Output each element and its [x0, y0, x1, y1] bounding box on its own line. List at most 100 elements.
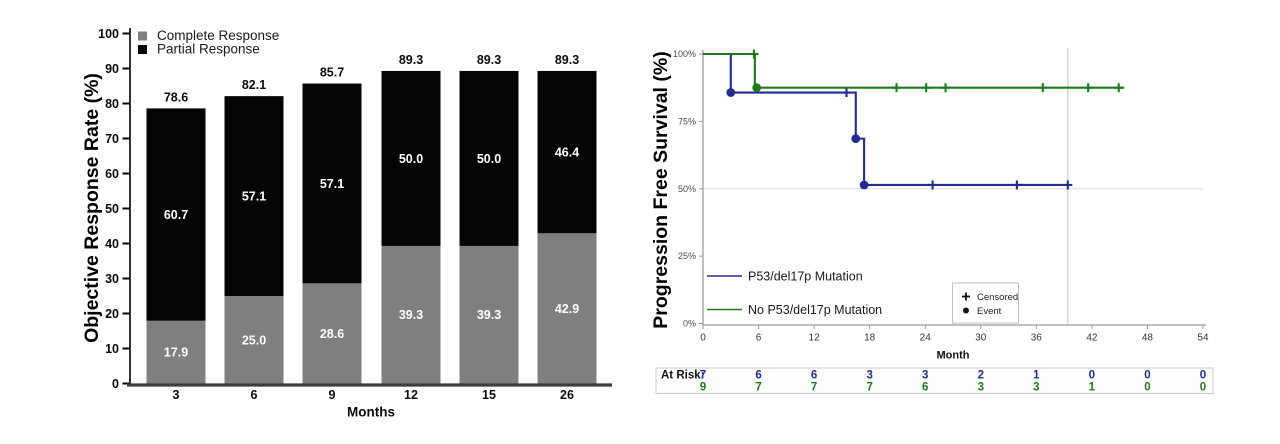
censored-legend-label: Censored	[977, 292, 1018, 303]
bar-y-tick-label: 80	[105, 97, 119, 111]
km-x-tick-label: 30	[975, 333, 987, 344]
bar-partial-value-label: 50.0	[477, 152, 501, 166]
bar-complete-value-label: 39.3	[399, 308, 423, 322]
bar-segment-partial	[302, 83, 362, 284]
km-y-tick-label: 0%	[683, 319, 696, 329]
km-y-tick-label: 25%	[678, 251, 696, 261]
bar-segment-partial	[381, 70, 441, 246]
km-x-tick-label: 18	[864, 333, 876, 344]
at-risk-count-mutation: 3	[866, 370, 872, 382]
bar-y-tick-label: 0	[112, 377, 119, 391]
km-x-axis-title: Month	[937, 350, 970, 362]
bar-complete-value-label: 39.3	[477, 308, 501, 322]
bar-y-tick-label: 90	[105, 62, 119, 76]
at-risk-count-mutation: 0	[1200, 370, 1206, 382]
km-x-tick-label: 12	[809, 333, 821, 344]
bar-partial-value-label: 50.0	[399, 152, 423, 166]
at-risk-count-no-mutation: 7	[811, 382, 817, 394]
bar-segment-partial	[224, 96, 284, 297]
marker-legend-box	[952, 282, 1019, 324]
bar-y-tick-label: 20	[105, 307, 119, 321]
at-risk-count-mutation: 7	[700, 370, 706, 382]
bar-partial-value-label: 46.4	[555, 146, 579, 160]
at-risk-count-mutation: 2	[978, 370, 984, 382]
km-x-tick-label: 24	[920, 333, 932, 344]
km-curve	[703, 52, 1125, 89]
legend-swatch-partial-response	[138, 45, 147, 54]
event-marker	[752, 83, 762, 93]
bar-total-label: 89.3	[399, 53, 423, 67]
bar-x-axis-title: Months	[347, 405, 395, 420]
at-risk-count-no-mutation: 1	[1089, 382, 1096, 394]
bar-partial-value-label: 57.1	[242, 190, 266, 204]
at-risk-count-mutation: 1	[1033, 370, 1040, 382]
at-risk-count-no-mutation: 7	[755, 382, 761, 394]
bar-total-label: 89.3	[477, 53, 501, 67]
bar-x-tick-label: 9	[329, 388, 336, 402]
at-risk-table-box	[655, 367, 1214, 394]
bar-y-axis-title: Objective Response Rate (%)	[81, 73, 103, 343]
bar-y-tick-label: 30	[105, 272, 119, 286]
bar-x-tick-label: 15	[482, 388, 496, 402]
bar-total-label: 78.6	[164, 90, 188, 104]
km-legend-label: No P53/del17p Mutation	[748, 303, 882, 317]
bar-x-tick-label: 3	[173, 388, 180, 402]
bar-y-tick-label: 60	[105, 167, 119, 181]
bar-segment-partial	[146, 108, 206, 321]
km-y-tick-label: 100%	[673, 49, 696, 59]
bar-y-tick-label: 70	[105, 132, 119, 146]
km-x-tick-label: 0	[700, 333, 706, 344]
at-risk-count-no-mutation: 7	[866, 382, 872, 394]
event-marker	[859, 180, 869, 190]
bar-partial-value-label: 57.1	[320, 177, 344, 191]
bar-segment-complete	[459, 245, 519, 384]
at-risk-count-mutation: 3	[922, 370, 928, 382]
bar-partial-value-label: 60.7	[164, 208, 188, 222]
bar-x-tick-label: 26	[560, 388, 574, 402]
km-y-axis-title: Progression Free Survival (%)	[650, 51, 672, 328]
bar-total-label: 82.1	[242, 78, 266, 92]
event-marker	[851, 134, 861, 144]
at-risk-count-mutation: 6	[811, 370, 817, 382]
bar-x-tick-label: 12	[404, 388, 418, 402]
bar-segment-complete	[146, 320, 206, 384]
at-risk-count-no-mutation: 0	[1144, 382, 1150, 394]
km-x-tick-label: 6	[756, 333, 762, 344]
at-risk-count-mutation: 6	[755, 370, 761, 382]
bar-y-tick-label: 50	[105, 202, 119, 216]
at-risk-count-no-mutation: 3	[1033, 382, 1039, 394]
km-x-tick-label: 54	[1197, 333, 1209, 344]
bar-segment-complete	[224, 296, 284, 384]
bar-segment-complete	[302, 283, 362, 384]
at-risk-count-no-mutation: 3	[978, 382, 984, 394]
km-curve	[703, 52, 1068, 187]
event-legend-icon	[963, 307, 969, 314]
at-risk-count-mutation: 0	[1144, 370, 1150, 382]
km-legend-label: P53/del17p Mutation	[748, 270, 863, 284]
km-y-tick-label: 75%	[678, 116, 696, 126]
at-risk-count-no-mutation: 6	[922, 382, 928, 394]
at-risk-count-mutation: 0	[1089, 370, 1095, 382]
bar-segment-partial	[459, 70, 519, 246]
bar-complete-value-label: 28.6	[320, 327, 344, 341]
bar-total-label: 85.7	[320, 66, 344, 80]
at-risk-label: At Risk:	[661, 370, 704, 382]
bar-y-tick-label: 40	[105, 237, 119, 251]
bar-y-tick-label: 100	[98, 27, 119, 41]
bar-complete-value-label: 17.9	[164, 346, 188, 360]
bar-x-tick-label: 6	[251, 388, 258, 402]
bar-segment-complete	[537, 233, 597, 384]
bar-segment-complete	[381, 245, 441, 384]
legend-label-partial-response: Partial Response	[157, 42, 260, 57]
km-y-tick-label: 50%	[678, 184, 696, 194]
at-risk-count-no-mutation: 0	[1200, 382, 1206, 394]
legend-swatch-complete-response	[138, 31, 147, 41]
bar-total-label: 89.3	[555, 53, 579, 67]
km-x-tick-label: 48	[1142, 333, 1154, 344]
km-x-tick-label: 36	[1031, 333, 1043, 344]
km-x-tick-label: 42	[1086, 333, 1098, 344]
bar-segment-partial	[537, 70, 597, 234]
